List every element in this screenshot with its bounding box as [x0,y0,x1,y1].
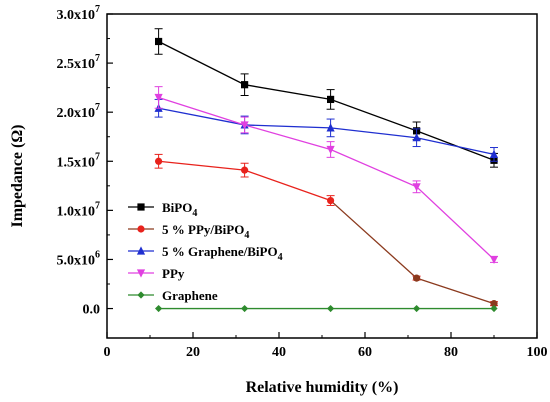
legend-swatch-marker [136,269,146,278]
legend-item-4: PPy [128,266,185,281]
data-point [155,304,163,313]
legend-swatch-marker [137,203,145,211]
data-point [155,157,163,165]
legend-item-3: 5 % Graphene/BiPO4 [128,244,283,263]
data-point [412,133,421,142]
y-tick-label: 2.0x107 [57,102,101,121]
legend-swatch-marker [136,246,146,255]
y-tick-label: 2.5x107 [57,53,101,72]
data-point [326,145,335,155]
data-point [241,166,249,174]
series-layer [154,28,499,313]
legend-label: PPy [162,266,185,281]
data-point [241,81,249,89]
legend-swatch-marker [137,225,145,233]
series-1 [154,28,498,168]
legend-label: 5 % PPy/BiPO4 [162,222,249,241]
series-2 [154,153,498,308]
data-point [490,304,498,313]
data-point [327,196,335,205]
x-tick-label: 80 [444,345,458,360]
data-point [327,304,335,313]
legend-label: 5 % Graphene/BiPO4 [162,244,283,263]
series-line-segment [244,169,331,202]
y-tick-label: 0.0 [83,303,101,318]
data-point [412,183,421,192]
y-tick-label: 3.0x107 [57,4,101,23]
x-tick-label: 40 [272,345,286,360]
data-point [154,93,163,103]
y-tick-label: 1.0x107 [57,200,101,219]
x-tick-label: 0 [104,345,111,360]
data-point [240,121,249,130]
data-point [413,274,421,282]
y-tick-label: 1.5x107 [57,151,101,170]
legend-item-2: 5 % PPy/BiPO4 [128,222,249,241]
x-axis-title: Relative humidity (%) [246,379,399,396]
y-axis-title: Impedance (Ω) [9,124,26,227]
data-point [241,304,249,313]
y-tick-label: 5.0x106 [57,249,101,268]
series-line-segment [158,160,245,171]
data-point [327,95,335,104]
series-line [158,40,495,161]
legend-item-5: Graphene [128,288,218,303]
x-tick-label: 20 [186,345,200,360]
series-line-segment [330,200,418,279]
x-tick-label: 60 [358,345,372,360]
legend-swatch-marker [137,291,145,299]
x-tick-label: 100 [527,345,548,360]
series-4 [154,86,499,265]
series-line [158,107,495,156]
legend-label: Graphene [162,288,218,303]
legend-label: BiPO4 [162,200,197,219]
data-point [490,300,498,308]
legend: BiPO4 5 % PPy/BiPO4 5 % Graphene/BiPO4 PPy G… [128,200,283,303]
data-point [326,123,335,132]
data-point [489,255,499,265]
data-point [489,149,499,158]
x-axis-ticks: 0 20 40 60 80 100 [104,332,548,360]
legend-item-1: BiPO4 [128,200,197,219]
series-3 [154,98,499,162]
data-point [155,37,163,46]
series-5 [155,304,498,313]
y-axis-ticks: 0.0 5.0x106 1.0x107 1.5x107 2.0x107 2.5x107 3.… [57,4,113,318]
data-point [413,304,421,313]
series-line-segment [416,277,495,305]
